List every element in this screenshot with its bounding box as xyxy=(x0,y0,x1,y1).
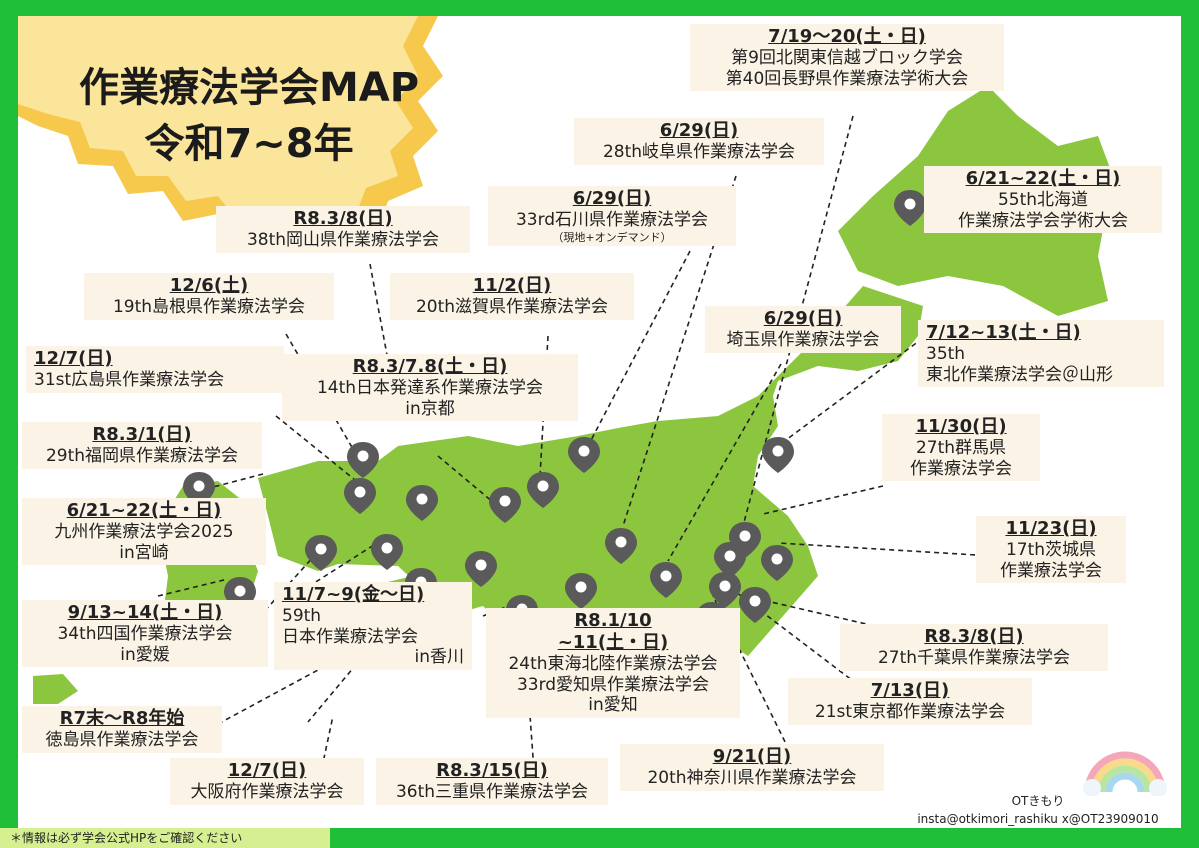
event-text: 第40回長野県作業療法学術大会 xyxy=(725,68,969,89)
event-label-kanagawa: 9/21(日) 20th神奈川県作業療法学会 xyxy=(620,744,884,791)
event-label-aichi: R8.1/10 ~11(土・日) 24th東海北陸作業療法学会 33rd愛知県作… xyxy=(486,608,740,719)
event-date: 11/23(日) xyxy=(1005,518,1097,539)
event-date: 11/7~9(金〜日) xyxy=(282,584,425,605)
event-label-ishikawa: 6/29(日) 33rd石川県作業療法学会 （現地+オンデマンド） xyxy=(488,186,736,247)
event-label-kyoto: R8.3/7.8(土・日) 14th日本発達系作業療法学会 in京都 xyxy=(282,354,578,422)
event-label-gunma: 11/30(日) 27th群馬県 作業療法学会 xyxy=(882,414,1040,482)
event-text: in愛媛 xyxy=(120,644,170,665)
event-date-cont: ~11(土・日) xyxy=(557,631,669,653)
event-date: R7末〜R8年始 xyxy=(59,708,185,729)
sun-decoration xyxy=(18,16,443,251)
event-label-tokushima: R7末〜R8年始 徳島県作業療法学会 xyxy=(22,706,222,753)
event-text: 作業療法学会 xyxy=(910,458,1012,479)
credit-contact: insta@otkimori_rashiku x@OT23909010 xyxy=(917,812,1159,826)
event-text: 24th東海北陸作業療法学会 xyxy=(508,653,718,674)
event-label-tohoku: 7/12~13(土・日) 35th 東北作業療法学会＠山形 xyxy=(918,320,1164,388)
map-frame: 作業療法学会MAP 令和7~8年 7/19〜20(土・日) 第9回北関東信越ブロ… xyxy=(18,16,1181,828)
event-date: R8.3/8(日) xyxy=(293,208,393,229)
event-date: 6/21~22(土・日) xyxy=(66,500,222,521)
event-date: R8.3/8(日) xyxy=(924,626,1024,647)
event-label-gifu: 6/29(日) 28th岐阜県作業療法学会 xyxy=(574,118,824,165)
event-text: 20th神奈川県作業療法学会 xyxy=(647,767,857,788)
event-date: R8.1/10 xyxy=(574,610,652,631)
event-text: 第9回北関東信越ブロック学会 xyxy=(731,47,963,68)
event-date: 12/7(日) xyxy=(227,760,307,781)
event-label-osaka: 12/7(日) 大阪府作業療法学会 xyxy=(170,758,364,805)
event-text: 九州作業療法学会2025 xyxy=(54,521,234,542)
credit-block: OTきもり insta@otkimori_rashiku x@OT2390901… xyxy=(888,792,1188,828)
event-label-fukuoka: R8.3/1(日) 29th福岡県作業療法学会 xyxy=(22,422,262,469)
event-text: in香川 xyxy=(414,647,465,668)
event-text: in京都 xyxy=(405,398,455,419)
event-label-okayama: R8.3/8(日) 38th岡山県作業療法学会 xyxy=(216,206,470,253)
event-date: R8.3/15(日) xyxy=(436,760,548,781)
event-text: 55th北海道 xyxy=(997,189,1089,210)
event-label-tokyo: 7/13(日) 21st東京都作業療法学会 xyxy=(788,678,1032,725)
event-date: R8.3/1(日) xyxy=(92,424,192,445)
event-date: 7/19〜20(土・日) xyxy=(768,26,926,47)
event-text: 19th島根県作業療法学会 xyxy=(112,296,306,317)
event-label-ibaraki: 11/23(日) 17th茨城県 作業療法学会 xyxy=(976,516,1126,584)
event-text: 日本作業療法学会 xyxy=(282,626,418,647)
event-label-kagawa: 11/7~9(金〜日) 59th 日本作業療法学会 in香川 xyxy=(274,582,472,671)
event-date: 6/29(日) xyxy=(659,120,739,141)
event-text: 17th茨城県 xyxy=(1005,539,1097,560)
event-text: 35th xyxy=(926,343,966,364)
event-label-hokkaido: 6/21~22(土・日) 55th北海道 作業療法学会学術大会 xyxy=(924,166,1162,234)
event-text: 27th群馬県 xyxy=(915,437,1007,458)
event-label-shikoku: 9/13~14(土・日) 34th四国作業療法学会 in愛媛 xyxy=(22,600,268,668)
event-date: 6/29(日) xyxy=(763,308,843,329)
event-text: 27th千葉県作業療法学会 xyxy=(877,647,1071,668)
event-text: 21st東京都作業療法学会 xyxy=(814,701,1006,722)
event-date: 12/6(土) xyxy=(169,275,249,296)
event-text: 31st広島県作業療法学会 xyxy=(34,369,225,390)
event-text: 59th xyxy=(282,605,322,626)
event-label-hokukanto: 7/19〜20(土・日) 第9回北関東信越ブロック学会 第40回長野県作業療法学… xyxy=(690,24,1004,92)
event-text: 20th滋賀県作業療法学会 xyxy=(415,296,609,317)
event-text: 29th福岡県作業療法学会 xyxy=(45,445,239,466)
title-line-2: 令和7~8年 xyxy=(144,121,354,167)
event-date: 9/21(日) xyxy=(712,746,792,767)
event-text: 38th岡山県作業療法学会 xyxy=(246,229,440,250)
event-label-shimane: 12/6(土) 19th島根県作業療法学会 xyxy=(84,273,334,320)
event-label-hiroshima: 12/7(日) 31st広島県作業療法学会 xyxy=(26,346,284,393)
footer-note: ＊情報は必ず学会公式HPをご確認ください xyxy=(0,828,330,848)
event-label-mie: R8.3/15(日) 36th三重県作業療法学会 xyxy=(376,758,608,805)
event-text: in宮崎 xyxy=(119,542,169,563)
page-title: 作業療法学会MAP 令和7~8年 xyxy=(54,60,444,172)
event-text: 作業療法学会学術大会 xyxy=(958,210,1128,231)
event-text: 34th四国作業療法学会 xyxy=(57,623,233,644)
event-label-chiba: R8.3/8(日) 27th千葉県作業療法学会 xyxy=(840,624,1108,671)
event-date: R8.3/7.8(土・日) xyxy=(352,356,508,377)
event-text: in愛知 xyxy=(588,695,638,716)
rainbow-icon xyxy=(1083,751,1167,796)
event-text: 徳島県作業療法学会 xyxy=(45,729,199,750)
event-text: 埼玉県作業療法学会 xyxy=(726,329,880,350)
event-label-saitama: 6/29(日) 埼玉県作業療法学会 xyxy=(705,306,901,353)
event-note: （現地+オンデマンド） xyxy=(552,230,672,244)
event-text: 作業療法学会 xyxy=(1000,560,1102,581)
event-date: 7/13(日) xyxy=(870,680,950,701)
event-label-kyushu: 6/21~22(土・日) 九州作業療法学会2025 in宮崎 xyxy=(22,498,266,566)
event-text: 33rd愛知県作業療法学会 xyxy=(516,674,710,695)
event-text: 東北作業療法学会＠山形 xyxy=(926,364,1113,385)
event-date: 11/2(日) xyxy=(472,275,552,296)
event-date: 12/7(日) xyxy=(34,348,113,369)
title-line-1: 作業療法学会MAP xyxy=(78,65,420,111)
event-label-shiga: 11/2(日) 20th滋賀県作業療法学会 xyxy=(390,273,634,320)
event-date: 11/30(日) xyxy=(915,416,1007,437)
event-text: 36th三重県作業療法学会 xyxy=(395,781,589,802)
event-text: 14th日本発達系作業療法学会 xyxy=(316,377,544,398)
event-text: 33rd石川県作業療法学会 xyxy=(515,209,709,230)
event-date: 9/13~14(土・日) xyxy=(67,602,223,623)
event-date: 6/29(日) xyxy=(572,188,652,209)
event-text: 大阪府作業療法学会 xyxy=(190,781,344,802)
event-text: 28th岐阜県作業療法学会 xyxy=(602,141,796,162)
event-date: 7/12~13(土・日) xyxy=(926,322,1081,343)
credit-name: OTきもり xyxy=(1011,794,1065,808)
event-date: 6/21~22(土・日) xyxy=(965,168,1121,189)
